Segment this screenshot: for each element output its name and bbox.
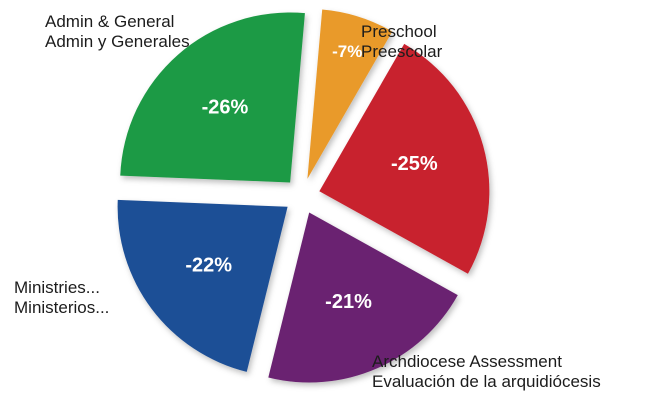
slice-value-label-archdiocese-assessment: -21% [325, 291, 372, 313]
slice-value-label-ministries: -22% [185, 254, 232, 276]
slice-label-admin-general: Admin & General Admin y Generales [45, 12, 190, 51]
pie-slice-ministries [117, 199, 288, 372]
slice-value-label-red: -25% [391, 153, 438, 175]
pie-slice-preschool [307, 9, 393, 179]
slice-label-preschool: Preschool Preescolar [361, 22, 443, 61]
pie-slice-admin-general [120, 12, 305, 183]
pie-slice-red [319, 43, 490, 274]
slice-label-archdiocese-assessment: Archdiocese Assessment Evaluación de la … [372, 352, 601, 391]
slice-value-label-admin-general: -26% [202, 97, 249, 119]
slice-value-label-preschool: -7% [332, 42, 362, 61]
pie-slice-archdiocese-assessment [268, 212, 458, 383]
slice-label-ministries: Ministries... Ministerios... [14, 278, 110, 317]
